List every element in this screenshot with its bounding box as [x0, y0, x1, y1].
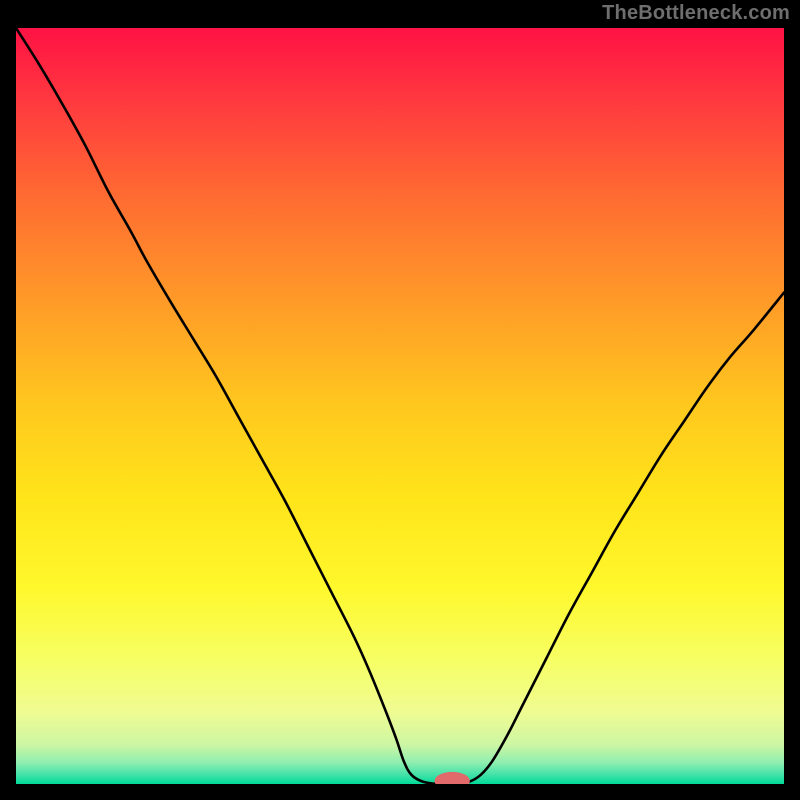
bottleneck-curve-chart — [16, 28, 784, 784]
gradient-background — [16, 28, 784, 784]
watermark-label: TheBottleneck.com — [602, 2, 790, 25]
chart-frame: TheBottleneck.com — [0, 0, 800, 800]
plot-area — [16, 28, 784, 784]
